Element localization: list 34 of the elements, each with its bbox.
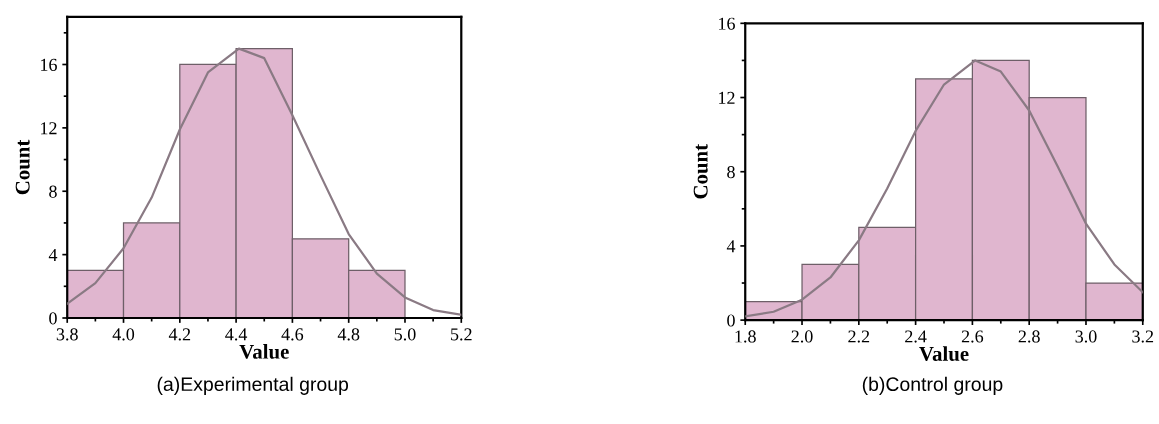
y-tick-label: 0 — [727, 314, 735, 327]
x-tick-label: 1.8 — [735, 330, 756, 343]
x-tick-label: 5.2 — [451, 328, 472, 341]
x-axis-title: Value — [239, 344, 289, 359]
x-tick-label: 2.6 — [961, 330, 984, 343]
x-tick-label: 4.0 — [112, 328, 135, 341]
x-tick-label: 5.0 — [394, 328, 416, 341]
y-axis-title: Count — [693, 144, 708, 199]
x-tick-label: 4.6 — [281, 328, 304, 341]
y-tick-label: 4 — [726, 240, 736, 253]
x-tick-label: 2.2 — [848, 330, 870, 343]
x-tick-label: 3.2 — [1132, 330, 1154, 343]
y-tick-label: 12 — [41, 122, 57, 135]
line-series — [67, 47, 462, 316]
x-tick-label: 2.4 — [905, 330, 927, 343]
y-tick-label: 16 — [719, 17, 735, 30]
x-tick-label: 3.0 — [1075, 330, 1097, 343]
x-axis-title: Value — [919, 346, 969, 361]
y-tick-label: 8 — [727, 165, 735, 179]
line-series — [745, 59, 1143, 318]
y-tick-label: 12 — [719, 91, 735, 104]
x-tick-label: 2.0 — [791, 330, 813, 343]
x-tick-label: 2.8 — [1018, 330, 1040, 343]
x-tick-label: 4.4 — [225, 328, 248, 341]
y-tick-label: 0 — [49, 312, 57, 325]
text: (b)Control group — [862, 376, 1003, 395]
y-tick-label: 8 — [49, 185, 57, 198]
y-axis-title: Count — [15, 139, 30, 195]
y-tick-label: 16 — [41, 58, 57, 71]
x-tick-label: 4.8 — [337, 328, 360, 341]
x-tick-label: 3.8 — [56, 328, 78, 341]
y-tick-label: 4 — [48, 249, 58, 261]
x-tick-label: 4.2 — [168, 328, 191, 341]
text: (a)Experimental group — [157, 376, 349, 395]
